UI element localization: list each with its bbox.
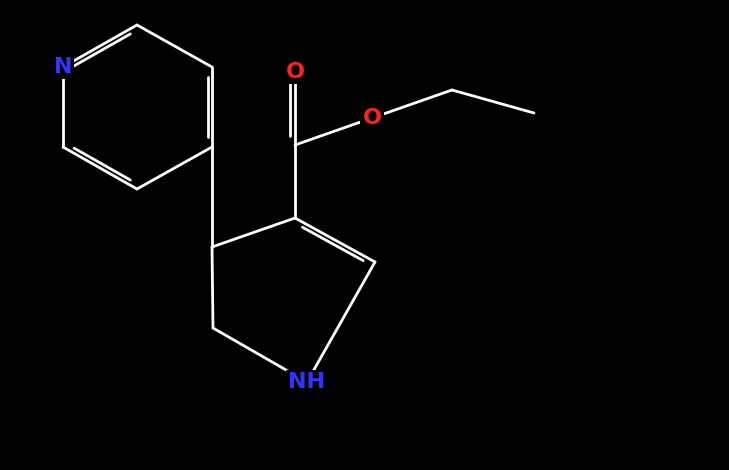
Text: N: N: [54, 57, 72, 77]
Text: NH: NH: [289, 372, 326, 392]
Text: O: O: [286, 62, 305, 82]
Text: O: O: [362, 108, 381, 128]
